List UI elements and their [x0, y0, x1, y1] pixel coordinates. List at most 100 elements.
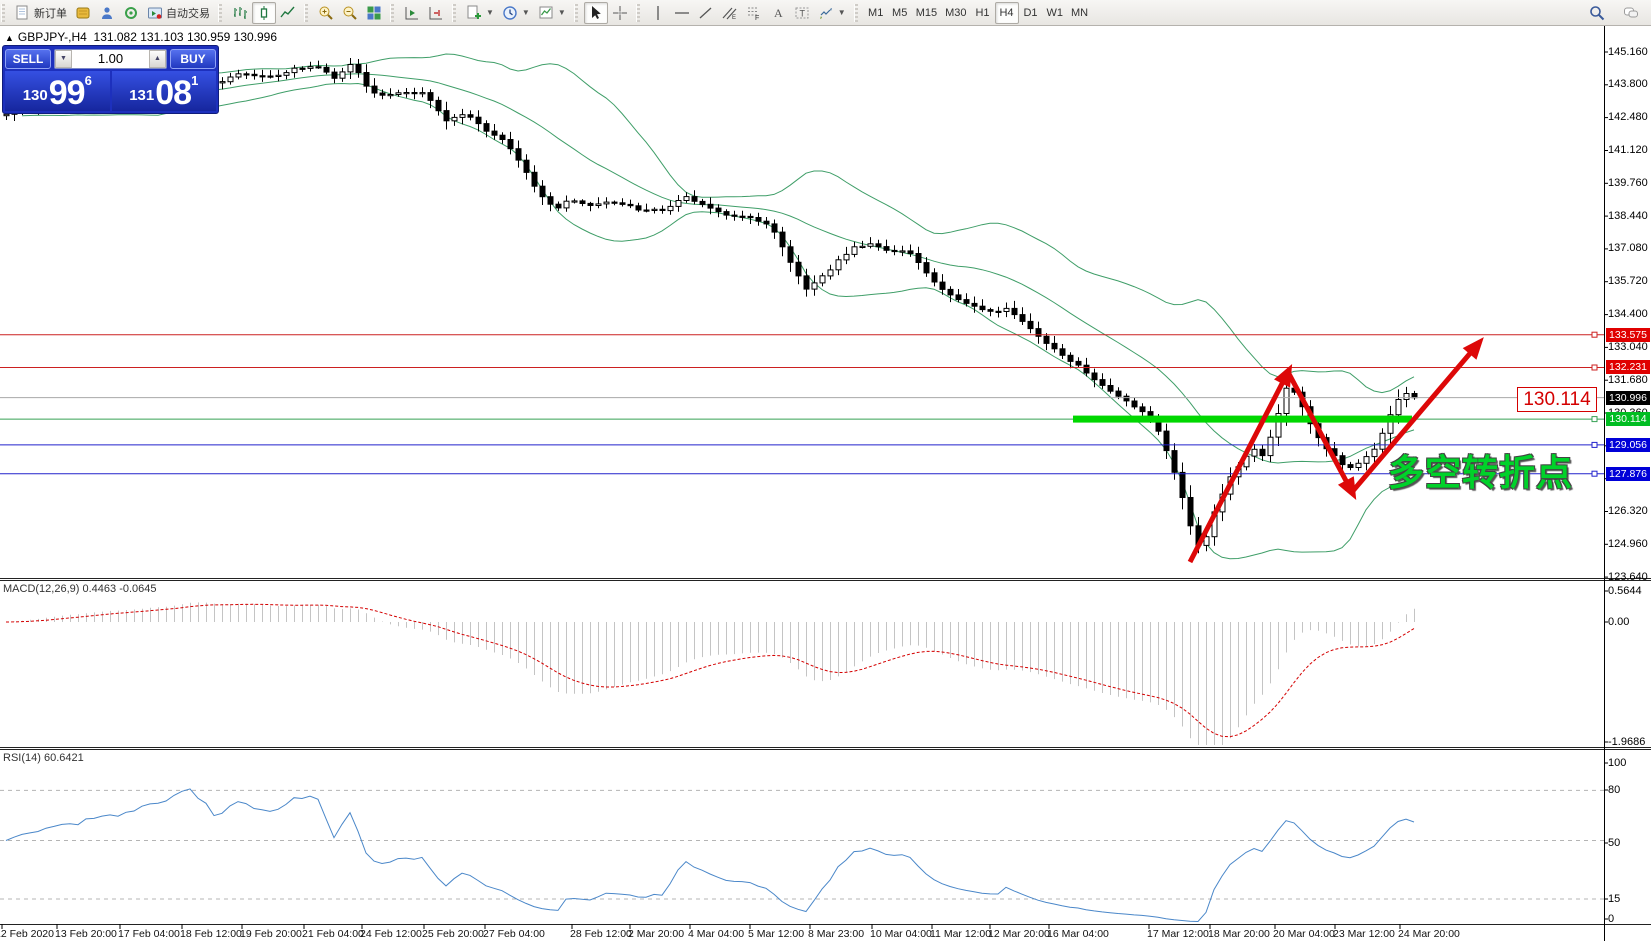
tf-m1-button[interactable]: M1: [864, 2, 888, 24]
toolbar-group-scroll: [397, 0, 451, 26]
text-label-icon: T: [795, 7, 809, 18]
line-chart-button[interactable]: [276, 2, 300, 24]
text-label-button[interactable]: T: [790, 2, 814, 24]
svg-text:A: A: [774, 6, 783, 20]
horizontal-line-button[interactable]: [670, 2, 694, 24]
toolbar-group-cursor: [581, 0, 635, 26]
periods-icon: [503, 5, 517, 20]
auto-scroll-icon: [405, 6, 418, 19]
vline-icon: [657, 5, 659, 20]
tf-h4-label: H4: [999, 6, 1014, 19]
chart-shift-button[interactable]: [424, 2, 448, 24]
toolbar-group-standard: 新订单 自动交易: [8, 0, 217, 26]
search-button[interactable]: [1585, 2, 1609, 24]
tf-h1-button[interactable]: H1: [971, 2, 995, 24]
navigator-icon: [102, 6, 112, 19]
zoom-out-icon: [343, 6, 357, 20]
cursor-icon: [591, 5, 601, 19]
cursor-button[interactable]: [583, 1, 608, 24]
periods-dropdown-arrow[interactable]: ▼: [521, 8, 530, 17]
zoom-out-button[interactable]: [338, 2, 362, 24]
sell-price-pip: 6: [84, 73, 92, 88]
trendline-button[interactable]: [694, 2, 718, 24]
svg-text:F: F: [755, 15, 759, 21]
auto-scroll-button[interactable]: [400, 2, 424, 24]
annotation-text-cn[interactable]: 多空转折点: [1388, 452, 1574, 493]
rsi-value: 60.6421: [43, 752, 84, 764]
templates-dropdown-arrow[interactable]: ▼: [557, 8, 566, 17]
tf-mn-button[interactable]: MN: [1067, 2, 1092, 24]
sell-price-prefix: 130: [22, 87, 48, 104]
svg-text:E: E: [732, 15, 736, 21]
market-watch-button[interactable]: [71, 2, 95, 24]
svg-text:T: T: [799, 8, 805, 18]
indicators-dropdown-arrow[interactable]: ▼: [486, 8, 494, 17]
data-window-icon: [125, 6, 137, 19]
indicators-button[interactable]: ▼: [462, 2, 498, 24]
toolbar-grip: [452, 3, 456, 22]
tf-m5-button[interactable]: M5: [888, 2, 912, 24]
toolbar-grip: [218, 3, 222, 22]
ohlc-values: 131.082 131.103 130.959 130.996: [93, 30, 278, 44]
toolbar-group-zoom: [311, 0, 389, 26]
fibonacci-button[interactable]: F: [742, 2, 766, 24]
new-order-button[interactable]: 新订单: [11, 2, 71, 24]
macd-signal-value: -0.0645: [119, 583, 157, 595]
volume-increase-button[interactable]: ▲: [149, 49, 166, 68]
autotrading-button[interactable]: 自动交易: [143, 2, 214, 24]
tf-h4-button[interactable]: H4: [994, 1, 1019, 24]
crosshair-button[interactable]: [608, 2, 632, 24]
sell-button[interactable]: SELL: [5, 48, 51, 69]
tf-m30-button[interactable]: M30: [941, 2, 970, 24]
volume-decrease-button[interactable]: ▼: [55, 49, 72, 68]
bar-chart-button[interactable]: [228, 2, 252, 24]
channel-icon: E: [722, 7, 737, 21]
candlestick-chart-button[interactable]: [252, 1, 276, 24]
market-watch-icon: [76, 7, 90, 18]
hline-icon: [674, 11, 689, 14]
rsi-label: RSI(14) 60.6421: [3, 752, 84, 764]
text-button[interactable]: A: [766, 2, 790, 24]
toolbar-grip: [390, 3, 394, 22]
toolbar-group-timeframes: M1 M5 M15 M30 H1 H4 D1 W1 MN: [861, 0, 1095, 26]
chat-icon: [1624, 7, 1638, 17]
tf-w1-button[interactable]: W1: [1043, 2, 1068, 24]
periods-button[interactable]: ▼: [498, 2, 534, 24]
vertical-line-button[interactable]: [646, 2, 670, 24]
data-window-button[interactable]: [119, 2, 143, 24]
templates-button[interactable]: ▼: [534, 2, 570, 24]
equidistant-channel-button[interactable]: E: [718, 2, 742, 24]
fibonacci-icon: F: [747, 7, 759, 21]
tf-d1-label: D1: [1023, 6, 1038, 19]
volume-input[interactable]: 1.00: [97, 51, 124, 66]
buy-button[interactable]: BUY: [170, 48, 216, 69]
crosshair-icon: [612, 5, 627, 20]
community-button[interactable]: [1619, 2, 1643, 24]
buy-quote[interactable]: 131 08 1: [111, 71, 216, 111]
chart-shift-icon: [429, 6, 442, 19]
templates-icon: [539, 6, 553, 18]
navigator-button[interactable]: [95, 2, 119, 24]
sell-quote[interactable]: 130 99 6: [5, 71, 110, 111]
sell-price-main: 99: [48, 74, 86, 112]
toolbar-grip: [853, 3, 858, 22]
search-icon: [1590, 5, 1605, 20]
trendline-icon: [699, 7, 712, 18]
tile-windows-icon: [367, 6, 381, 19]
zoom-in-button[interactable]: [314, 2, 338, 24]
tf-m5-label: M5: [892, 6, 908, 19]
annotation-price-box[interactable]: 130.114: [1517, 387, 1597, 412]
tile-windows-button[interactable]: [362, 2, 386, 24]
line-chart-icon: [280, 6, 295, 17]
new-order-icon: [16, 5, 28, 19]
buy-price-pip: 1: [191, 73, 199, 88]
macd-label: MACD(12,26,9) 0.4463 -0.0645: [3, 583, 157, 595]
arrows-dropdown-arrow[interactable]: ▼: [837, 8, 846, 17]
arrows-button[interactable]: ▼: [814, 2, 850, 24]
tf-d1-button[interactable]: D1: [1019, 2, 1043, 24]
volume-control: ▼ 1.00 ▲: [54, 48, 167, 69]
autotrading-label: 自动交易: [166, 7, 210, 20]
zoom-in-icon: [319, 6, 333, 20]
tf-m15-button[interactable]: M15: [912, 2, 941, 24]
